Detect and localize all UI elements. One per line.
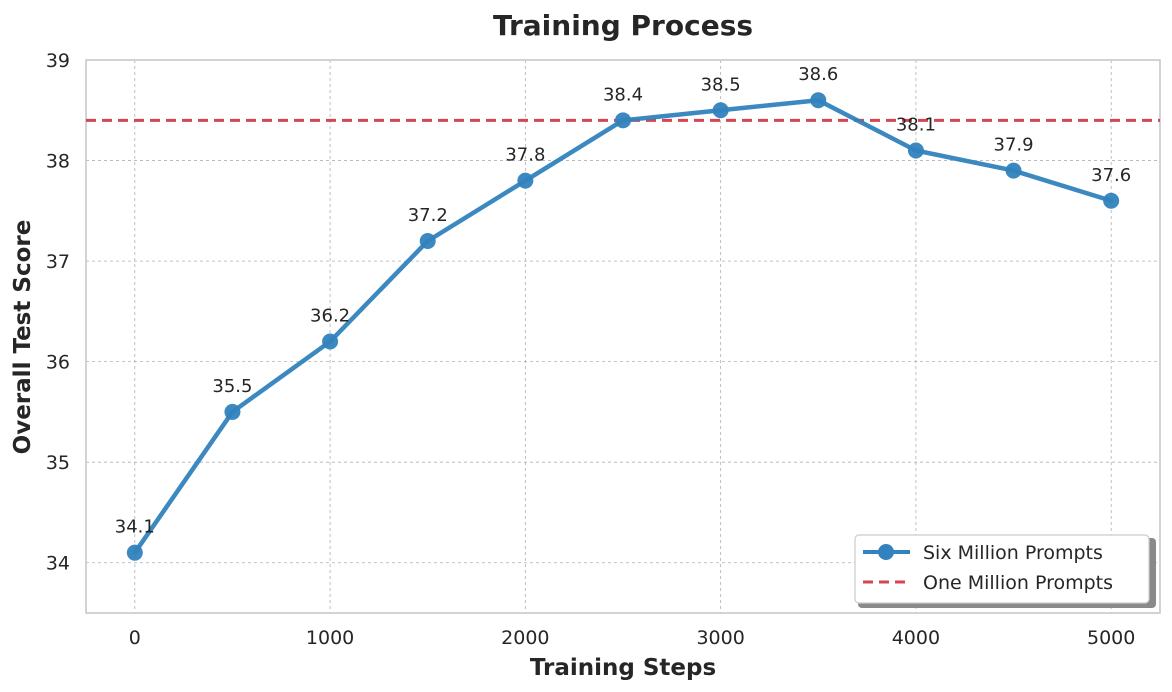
data-label: 37.6: [1091, 165, 1131, 186]
data-label: 37.9: [994, 135, 1034, 156]
data-point: [907, 142, 924, 159]
data-label: 34.1: [115, 517, 155, 538]
data-point: [224, 403, 241, 420]
data-labels: 34.1 35.5 36.2 37.2 37.8 38.4 38.5 38.6 38.1 37.9…: [115, 64, 1131, 537]
x-tick-label: 2000: [501, 627, 549, 649]
x-tick-labels: 0 1000 2000 3000 4000 5000: [129, 627, 1136, 649]
chart-title: Training Process: [493, 9, 753, 42]
data-point: [322, 333, 339, 350]
series-line-six-million: [132, 97, 1114, 555]
data-label: 36.2: [310, 306, 350, 327]
data-point: [615, 112, 631, 129]
y-tick-label: 34: [46, 553, 70, 575]
x-tick-label: 3000: [696, 627, 744, 649]
data-point: [1005, 162, 1022, 179]
data-label: 37.8: [505, 145, 545, 166]
x-tick-label: 5000: [1087, 627, 1135, 649]
data-point: [712, 102, 729, 119]
data-point: [1103, 192, 1120, 209]
legend-label-six-million: Six Million Prompts: [923, 542, 1103, 564]
data-label: 35.5: [212, 376, 252, 397]
data-point: [419, 232, 436, 249]
data-label: 38.6: [798, 64, 838, 85]
x-tick-label: 4000: [892, 627, 940, 649]
legend-box: [854, 534, 1150, 604]
y-tick-label: 36: [46, 352, 70, 374]
x-tick-label: 0: [129, 627, 141, 649]
data-label: 37.2: [408, 205, 448, 226]
y-axis-label: Overall Test Score: [10, 220, 36, 455]
data-label: 38.5: [701, 74, 741, 95]
series: [86, 92, 1160, 561]
y-tick-label: 39: [46, 50, 70, 72]
data-point: [517, 172, 534, 189]
data-label: 38.1: [896, 114, 936, 135]
y-tick-labels: 34 35 36 37 38 39: [46, 50, 70, 575]
y-tick-label: 38: [46, 151, 70, 173]
x-tick-label: 1000: [306, 627, 354, 649]
legend-marker-dot: [878, 544, 894, 560]
data-label: 38.4: [603, 84, 643, 105]
legend-label-one-million: One Million Prompts: [923, 572, 1113, 594]
y-tick-label: 37: [46, 251, 70, 273]
data-point: [126, 544, 143, 561]
x-axis-label: Training Steps: [530, 655, 716, 681]
plot-frame: [85, 59, 1161, 614]
legend: Six Million Prompts One Million Prompts: [854, 534, 1156, 608]
y-tick-label: 35: [46, 452, 70, 474]
data-point: [810, 92, 827, 109]
